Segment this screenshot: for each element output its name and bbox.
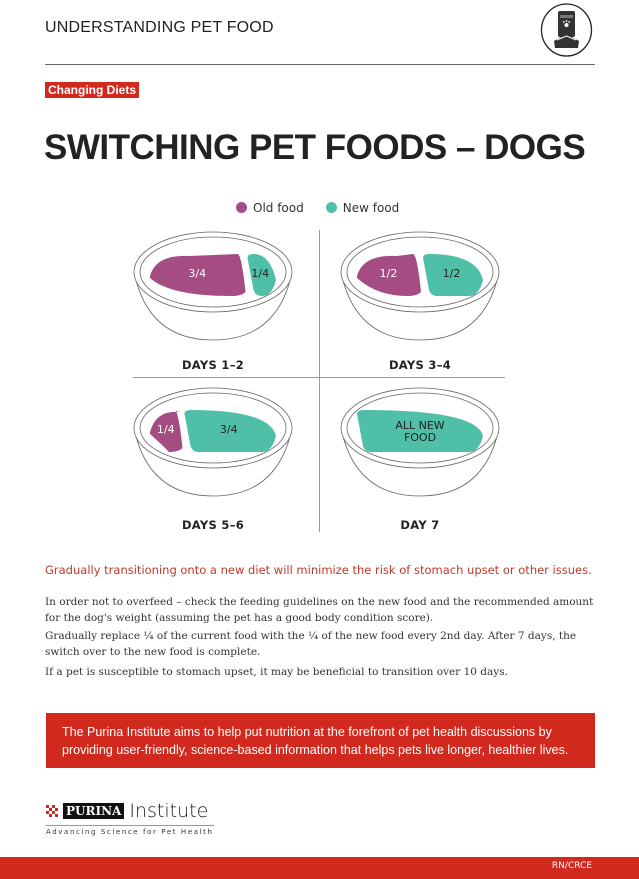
bowl xyxy=(133,231,293,341)
bowl xyxy=(340,231,500,341)
checkerboard-icon xyxy=(46,805,58,817)
category-tag: Changing Diets xyxy=(45,82,140,98)
grid-divider-vertical xyxy=(319,230,320,532)
portion-label: 3/4 xyxy=(219,423,238,436)
legend-new: New food xyxy=(325,201,400,215)
lead-text: Gradually transitioning onto a new diet … xyxy=(45,563,592,577)
portion-label: 1/4 xyxy=(251,267,270,280)
old-food-portion xyxy=(150,254,246,296)
bowl xyxy=(133,387,293,497)
stage-label: DAYS 3–4 xyxy=(388,358,452,372)
legend-new-label: New food xyxy=(342,201,400,215)
pet-food-bag-icon xyxy=(540,3,593,57)
footer-bar: RN/CRCE xyxy=(0,857,639,879)
header-divider xyxy=(45,64,595,65)
new-food-dot-icon xyxy=(325,202,337,213)
portion-label: 1/2 xyxy=(442,267,461,280)
portion-label: 1/2 xyxy=(379,267,398,280)
stage-label: DAY 7 xyxy=(400,518,440,532)
legend-old: Old food xyxy=(236,201,304,215)
old-food-portion xyxy=(357,254,421,296)
grid-divider-horizontal xyxy=(133,377,505,378)
paragraph: In order not to overfeed – check the fee… xyxy=(45,596,594,624)
portion-label: 3/4 xyxy=(188,267,207,280)
portion-label: ALL NEW FOOD xyxy=(395,419,445,444)
legend-old-label: Old food xyxy=(253,201,304,215)
legend: Old food New food xyxy=(236,201,399,215)
paragraph: If a pet is susceptible to stomach upset… xyxy=(45,666,508,678)
purina-institute-logo: PURINA Institute Advancing Science for P… xyxy=(46,800,214,836)
footer-code: RN/CRCE xyxy=(551,861,592,871)
new-food-portion xyxy=(247,254,276,296)
logo-name: Institute xyxy=(129,800,209,822)
page-title: SWITCHING PET FOODS – DOGS xyxy=(44,128,586,167)
bowl xyxy=(340,387,500,497)
mission-banner: The Purina Institute aims to help put nu… xyxy=(46,713,595,768)
logo-brand: PURINA xyxy=(63,803,125,819)
new-food-portion xyxy=(184,410,276,452)
header-title: UNDERSTANDING PET FOOD xyxy=(45,19,274,36)
paragraph: Gradually replace ¼ of the current food … xyxy=(45,630,577,658)
new-food-portion xyxy=(423,254,483,296)
stage-label: DAYS 5–6 xyxy=(181,518,245,532)
old-food-portion xyxy=(150,410,183,452)
logo-tagline: Advancing Science for Pet Health xyxy=(46,825,214,836)
new-food-portion xyxy=(357,410,483,452)
old-food-dot-icon xyxy=(236,202,247,213)
portion-label: 1/4 xyxy=(156,423,175,436)
stage-label: DAYS 1–2 xyxy=(181,358,245,372)
